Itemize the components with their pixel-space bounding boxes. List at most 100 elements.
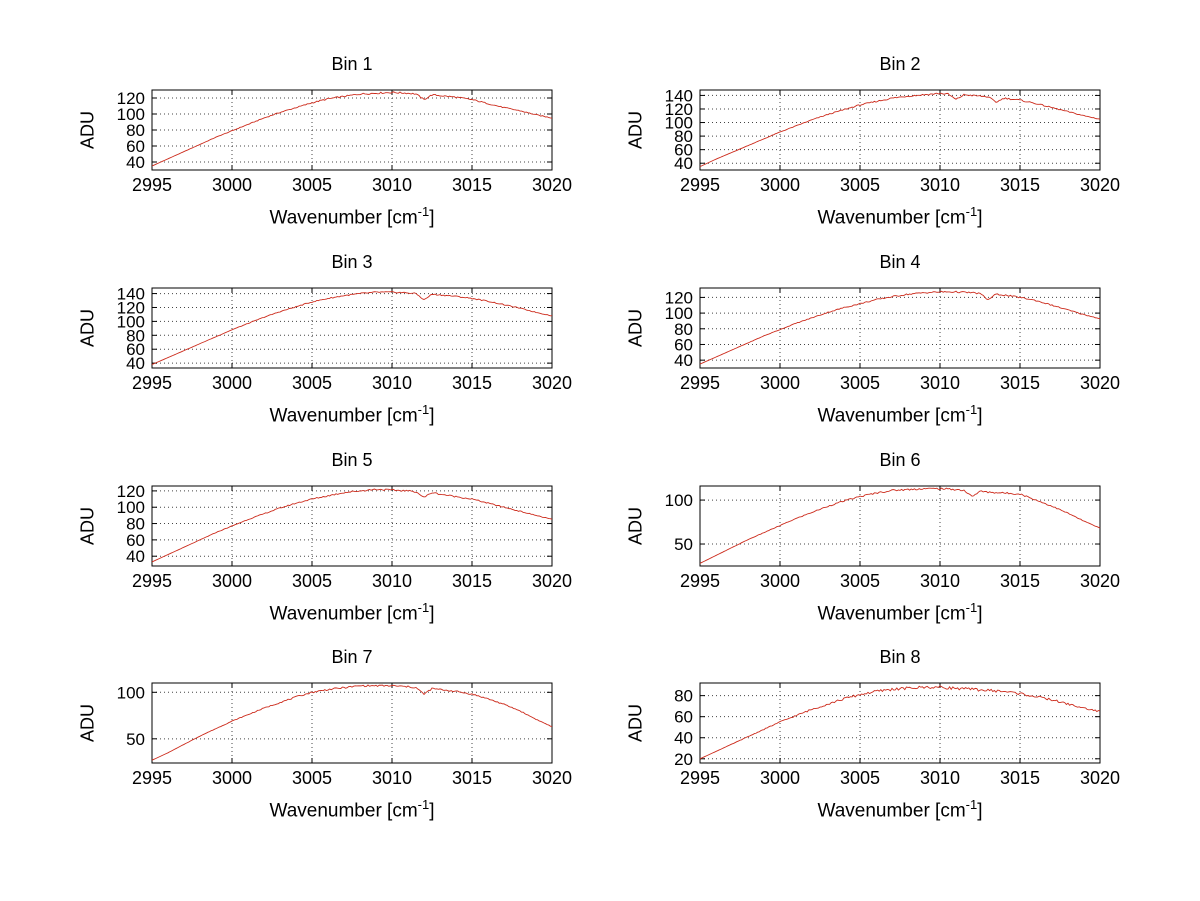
axis-box — [699, 89, 1101, 171]
x-axis-label-text: Wavenumber [cm — [269, 603, 418, 625]
y-tick-label: 100 — [665, 491, 693, 510]
x-tick-label: 3010 — [372, 373, 412, 393]
x-axis-label: Wavenumber [cm-1] — [700, 201, 1100, 229]
x-tick-label: 3000 — [760, 768, 800, 788]
x-axis-label-text: Wavenumber [cm — [817, 405, 966, 427]
y-tick-label: 40 — [126, 354, 145, 373]
plot-title: Bin 6 — [879, 450, 921, 470]
plot-title: Bin 3 — [331, 252, 373, 272]
y-axis-label: ADU — [77, 110, 98, 150]
y-tick-label: 20 — [674, 750, 693, 769]
x-axis-label: Wavenumber [cm-1] — [700, 399, 1100, 427]
x-tick-label: 3015 — [1000, 373, 1040, 393]
subplot-bin-3: Bin 3 ADU 2995 3000 3005 3010 3015 3020 40 60 80… — [78, 252, 573, 426]
x-tick-label: 3000 — [760, 175, 800, 195]
y-tick-label: 100 — [665, 114, 693, 133]
x-axis-label-sup: -1 — [417, 204, 430, 219]
x-tick-label: 3015 — [452, 571, 492, 591]
y-tick-label: 80 — [674, 687, 693, 706]
x-axis-label: Wavenumber [cm-1] — [152, 399, 552, 427]
x-tick-label: 3000 — [212, 768, 252, 788]
x-tick-label: 3010 — [920, 571, 960, 591]
x-axis-label-text: Wavenumber [cm — [269, 405, 418, 427]
x-tick-label: 2995 — [132, 373, 172, 393]
y-tick-label: 120 — [665, 100, 693, 119]
y-tick-label: 40 — [674, 729, 693, 748]
x-axis-label-suffix: ] — [429, 207, 435, 229]
x-tick-label: 3015 — [1000, 571, 1040, 591]
axis-box — [699, 485, 1101, 567]
x-tick-label: 3000 — [212, 571, 252, 591]
data-series-line — [151, 291, 553, 365]
x-tick-label: 3010 — [920, 175, 960, 195]
x-tick-label: 3005 — [292, 768, 332, 788]
y-axis-label: ADU — [625, 110, 646, 150]
y-tick-label: 40 — [126, 153, 145, 172]
x-axis-label: Wavenumber [cm-1] — [152, 794, 552, 822]
axis-box — [699, 287, 1101, 369]
data-series-line — [699, 487, 1101, 564]
x-tick-label: 3005 — [840, 768, 880, 788]
axis-box — [151, 287, 553, 369]
plot-title: Bin 7 — [331, 647, 373, 667]
y-tick-label: 50 — [126, 730, 145, 749]
x-axis-label-text: Wavenumber [cm — [269, 207, 418, 229]
data-series-line — [151, 91, 553, 167]
x-axis-label-sup: -1 — [417, 797, 430, 812]
subplot-bin-4: Bin 4 ADU 2995 3000 3005 3010 3015 3020 40 60 80… — [626, 252, 1121, 426]
x-tick-label: 3005 — [840, 571, 880, 591]
x-tick-label: 3010 — [372, 768, 412, 788]
y-tick-label: 60 — [674, 141, 693, 160]
y-tick-label: 80 — [674, 320, 693, 339]
x-axis-label-suffix: ] — [429, 800, 435, 822]
x-tick-label: 3005 — [840, 373, 880, 393]
x-tick-label: 3005 — [292, 571, 332, 591]
plot-title: Bin 2 — [879, 54, 921, 74]
x-axis-label: Wavenumber [cm-1] — [152, 597, 552, 625]
data-series-line — [699, 290, 1101, 365]
y-tick-label: 100 — [117, 312, 145, 331]
x-axis-label-suffix: ] — [977, 800, 983, 822]
x-tick-label: 2995 — [680, 768, 720, 788]
y-tick-label: 100 — [117, 498, 145, 517]
x-tick-label: 2995 — [680, 175, 720, 195]
plot-area: 2995 3000 3005 3010 3015 3020 50 100 — [117, 682, 572, 788]
x-tick-label: 3015 — [1000, 175, 1040, 195]
axis-box — [699, 682, 1101, 764]
x-tick-label: 3010 — [372, 571, 412, 591]
x-tick-label: 3015 — [452, 768, 492, 788]
x-axis-label-suffix: ] — [429, 405, 435, 427]
plot-area: 2995 3000 3005 3010 3015 3020 50 100 — [665, 485, 1120, 591]
y-tick-label: 120 — [117, 89, 145, 108]
subplot-bin-5: Bin 5 ADU 2995 3000 3005 3010 3015 3020 40 60 80… — [78, 450, 573, 624]
y-tick-label: 60 — [126, 340, 145, 359]
y-tick-label: 50 — [674, 535, 693, 554]
x-tick-label: 3005 — [292, 373, 332, 393]
y-axis-label: ADU — [77, 506, 98, 546]
axis-box — [151, 682, 553, 764]
x-tick-label: 3020 — [532, 571, 572, 591]
y-axis-label: ADU — [625, 506, 646, 546]
x-tick-label: 3005 — [840, 175, 880, 195]
x-tick-label: 2995 — [132, 175, 172, 195]
data-series-line — [151, 684, 553, 761]
axis-box — [151, 485, 553, 567]
x-tick-label: 3000 — [760, 571, 800, 591]
data-series-line — [699, 685, 1101, 760]
x-axis-label: Wavenumber [cm-1] — [700, 597, 1100, 625]
plot-title: Bin 4 — [879, 252, 921, 272]
x-axis-label-text: Wavenumber [cm — [817, 603, 966, 625]
x-axis-label-text: Wavenumber [cm — [269, 800, 418, 822]
subplot-bin-6: Bin 6 ADU 2995 3000 3005 3010 3015 3020 50 100 … — [626, 450, 1121, 624]
subplot-bin-8: Bin 8 ADU 2995 3000 3005 3010 3015 3020 20 40 60… — [626, 647, 1121, 821]
data-series-line — [699, 92, 1101, 168]
y-tick-label: 100 — [665, 304, 693, 323]
plot-title: Bin 1 — [331, 54, 373, 74]
x-tick-label: 3015 — [452, 373, 492, 393]
subplot-bin-7: Bin 7 ADU 2995 3000 3005 3010 3015 3020 50 100 … — [78, 647, 573, 821]
